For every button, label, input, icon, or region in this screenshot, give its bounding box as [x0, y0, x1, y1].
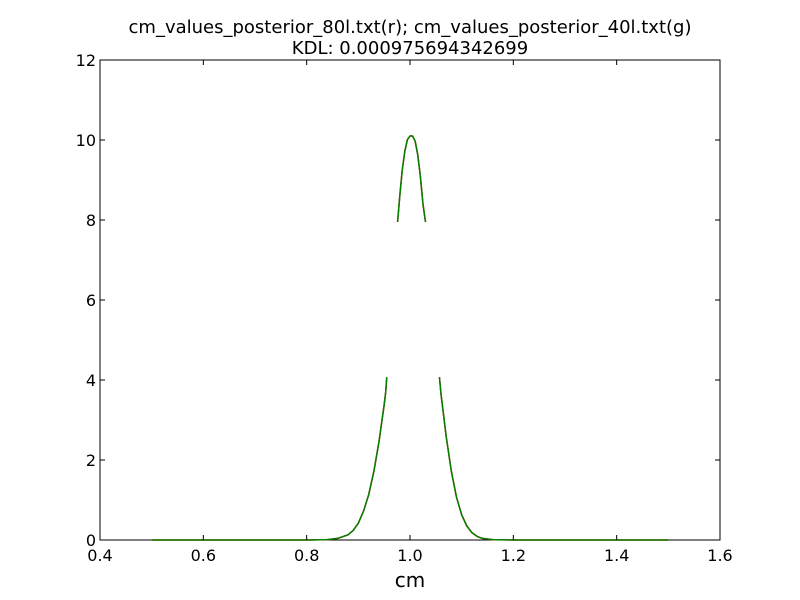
plot-area-frame [99, 59, 721, 541]
chart-title: cm_values_posterior_80l.txt(r); cm_value… [129, 17, 692, 38]
series-layer [151, 135, 669, 541]
x-tick-label-4: 1.2 [501, 546, 526, 565]
x-tick-label-2: 0.8 [294, 546, 319, 565]
y-tick-label-6: 12 [76, 51, 96, 70]
x-tick-label-5: 1.4 [604, 546, 629, 565]
x-axis-label: cm [395, 568, 425, 592]
chart-subtitle: KDL: 0.000975694342699 [292, 38, 528, 59]
y-tick-label-4: 8 [86, 211, 96, 230]
series-1-segment-1 [396, 135, 427, 223]
y-tick-label-5: 10 [76, 131, 96, 150]
series-1-segment-0 [151, 377, 388, 541]
x-tick-label-0: 0.4 [87, 546, 112, 565]
series-1-segment-2 [438, 377, 669, 541]
y-tick-label-3: 6 [86, 291, 96, 310]
plot-layer [99, 59, 721, 541]
x-tick-label-1: 0.6 [191, 546, 216, 565]
labels-layer: 0.4 0.6 0.8 1.0 1.2 1.4 1.6 0 2 4 6 8 10 12 [76, 51, 733, 565]
x-tick-label-6: 1.6 [707, 546, 732, 565]
y-tick-label-2: 4 [86, 371, 96, 390]
y-tick-label-0: 0 [86, 531, 96, 550]
ticks-layer [99, 59, 721, 541]
y-tick-label-1: 2 [86, 451, 96, 470]
x-tick-label-3: 1.0 [397, 546, 422, 565]
